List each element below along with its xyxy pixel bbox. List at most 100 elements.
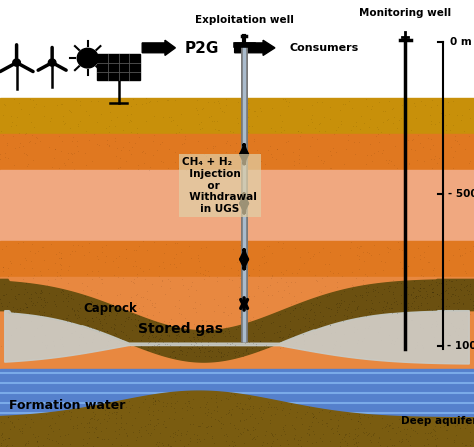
Point — [143, 426, 150, 433]
Point — [110, 332, 118, 339]
Point — [29, 419, 37, 426]
Point — [393, 300, 401, 308]
Point — [416, 321, 423, 328]
Point — [216, 99, 223, 106]
Point — [20, 290, 28, 297]
Point — [60, 287, 67, 295]
Point — [158, 139, 166, 146]
Point — [151, 299, 158, 307]
Point — [227, 411, 235, 418]
Point — [144, 324, 151, 331]
Point — [344, 136, 352, 143]
Point — [362, 289, 370, 296]
Point — [117, 405, 124, 412]
Point — [102, 242, 110, 249]
Point — [319, 245, 327, 252]
Point — [222, 437, 229, 444]
Point — [231, 425, 239, 432]
Point — [19, 275, 27, 282]
Point — [404, 262, 412, 269]
Point — [39, 243, 47, 250]
Point — [268, 412, 275, 419]
Point — [305, 318, 313, 325]
Point — [140, 268, 147, 275]
Point — [292, 297, 300, 304]
Point — [103, 137, 110, 144]
Point — [394, 423, 401, 430]
Point — [359, 291, 366, 298]
Point — [149, 408, 156, 415]
Point — [49, 312, 56, 319]
Point — [117, 412, 125, 419]
Point — [251, 107, 259, 114]
Point — [453, 431, 460, 439]
Point — [428, 97, 436, 104]
Point — [454, 332, 462, 339]
Point — [375, 434, 383, 441]
Point — [84, 321, 92, 329]
Point — [75, 334, 82, 341]
Point — [308, 299, 315, 307]
Point — [268, 125, 275, 132]
Point — [177, 342, 184, 350]
Point — [177, 310, 185, 317]
Point — [297, 442, 305, 447]
Polygon shape — [0, 279, 474, 362]
Point — [328, 330, 335, 337]
Point — [178, 141, 185, 148]
Point — [190, 420, 197, 427]
Point — [77, 101, 84, 109]
Point — [176, 260, 184, 267]
Point — [105, 122, 113, 129]
Point — [221, 327, 228, 334]
Point — [153, 97, 161, 105]
Point — [62, 307, 69, 314]
Point — [49, 337, 57, 344]
Point — [229, 332, 237, 339]
Point — [229, 128, 237, 135]
Point — [294, 437, 302, 444]
Point — [289, 307, 297, 314]
Point — [230, 391, 238, 398]
Point — [135, 404, 143, 411]
Point — [260, 342, 268, 350]
Point — [299, 306, 307, 313]
Point — [414, 303, 421, 310]
Point — [333, 283, 340, 291]
Point — [92, 302, 100, 309]
Point — [222, 394, 229, 401]
Point — [419, 285, 427, 292]
Point — [403, 430, 410, 438]
Point — [129, 262, 137, 270]
Point — [22, 130, 30, 137]
Point — [65, 263, 73, 270]
Point — [426, 293, 434, 300]
Point — [102, 304, 109, 311]
Point — [27, 424, 34, 431]
Point — [347, 308, 355, 316]
Point — [131, 258, 138, 265]
Point — [195, 353, 202, 360]
Point — [102, 125, 110, 132]
Point — [122, 419, 129, 426]
Point — [437, 295, 445, 303]
Point — [455, 295, 463, 303]
Point — [161, 341, 169, 348]
Point — [116, 290, 124, 297]
Point — [462, 283, 469, 290]
Point — [253, 343, 260, 350]
Point — [94, 310, 101, 317]
Point — [3, 303, 10, 310]
Point — [199, 104, 207, 111]
Point — [42, 288, 49, 295]
Point — [281, 95, 289, 102]
Point — [111, 138, 118, 145]
Point — [264, 147, 272, 154]
Point — [79, 413, 87, 420]
Point — [264, 404, 272, 411]
Point — [312, 331, 320, 338]
Point — [453, 422, 460, 429]
Point — [168, 118, 175, 125]
Point — [343, 411, 350, 418]
Point — [85, 112, 93, 119]
